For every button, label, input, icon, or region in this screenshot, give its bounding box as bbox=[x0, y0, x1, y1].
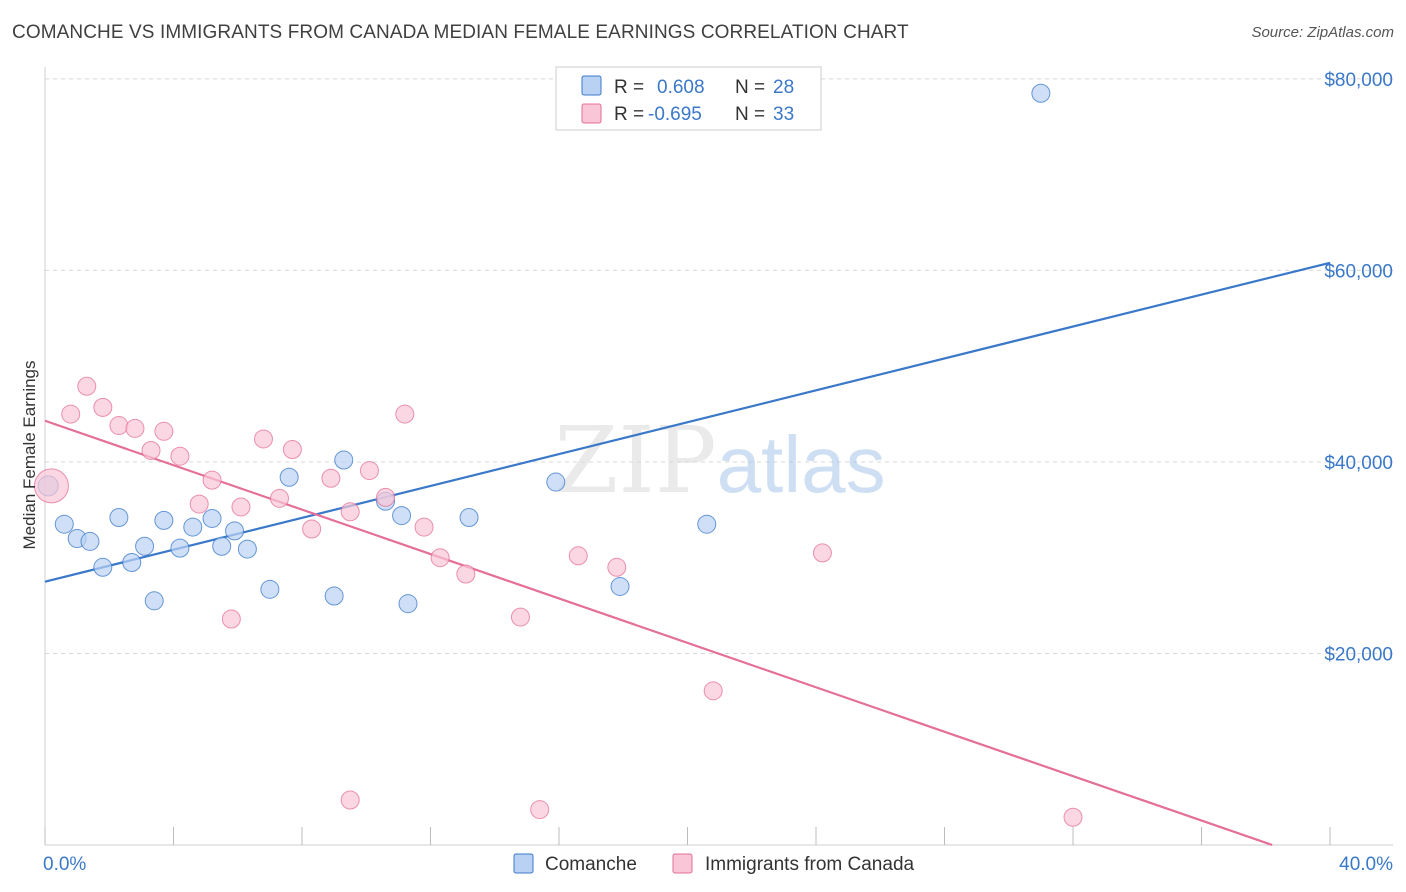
point-canada-17 bbox=[340, 502, 360, 522]
y-tick-label-0: $20,000 bbox=[1324, 644, 1393, 665]
legend-r-label-2: R = bbox=[614, 104, 644, 125]
point-canada-21 bbox=[395, 404, 415, 424]
data-points bbox=[33, 83, 1083, 827]
source-label: Source: ZipAtlas.com bbox=[1251, 24, 1394, 41]
point-canada-8 bbox=[170, 446, 190, 466]
point-comanche-12 bbox=[202, 508, 222, 528]
point-canada-6 bbox=[141, 440, 161, 460]
point-comanche-3 bbox=[80, 531, 100, 551]
legend-r-label: R = bbox=[614, 77, 644, 98]
trendline-canada bbox=[44, 419, 1273, 847]
y-tick-label-3: $80,000 bbox=[1324, 70, 1393, 91]
point-comanche-10 bbox=[170, 538, 190, 558]
point-comanche-24 bbox=[546, 472, 566, 492]
point-canada-1 bbox=[61, 404, 81, 424]
point-comanche-11 bbox=[183, 517, 203, 537]
point-comanche-15 bbox=[237, 539, 257, 559]
legend-n-comanche: 28 bbox=[773, 77, 794, 98]
point-comanche-17 bbox=[279, 467, 299, 487]
legend-swatch-comanche bbox=[581, 75, 602, 96]
point-comanche-6 bbox=[122, 553, 142, 573]
trendline-comanche bbox=[44, 261, 1331, 583]
trendlines bbox=[44, 261, 1331, 847]
point-comanche-27 bbox=[1031, 83, 1051, 103]
chart-title: COMANCHE VS IMMIGRANTS FROM CANADA MEDIA… bbox=[12, 22, 909, 43]
point-comanche-22 bbox=[398, 594, 418, 614]
point-canada-30 bbox=[340, 790, 360, 810]
point-comanche-21 bbox=[392, 506, 412, 526]
x-tick-label-min: 0.0% bbox=[43, 854, 86, 875]
legend-swatch-canada bbox=[581, 103, 602, 124]
point-canada-32 bbox=[1063, 807, 1083, 827]
legend-n-canada: 33 bbox=[773, 104, 794, 125]
point-canada-11 bbox=[231, 497, 251, 517]
point-canada-28 bbox=[703, 681, 723, 701]
point-comanche-14 bbox=[225, 521, 245, 541]
point-canada-5 bbox=[125, 418, 145, 438]
point-comanche-16 bbox=[260, 579, 280, 599]
legend-r-comanche: 0.608 bbox=[657, 77, 705, 98]
point-comanche-7 bbox=[135, 536, 155, 556]
point-canada-24 bbox=[456, 564, 476, 584]
point-canada-4 bbox=[109, 416, 129, 436]
point-comanche-13 bbox=[212, 536, 232, 556]
point-comanche-23 bbox=[459, 507, 479, 527]
point-canada-9 bbox=[189, 494, 209, 514]
legend-n-label-2: N = bbox=[735, 104, 765, 125]
legend-swatch-canada-bottom bbox=[672, 853, 693, 874]
point-canada-15 bbox=[302, 519, 322, 539]
point-canada-18 bbox=[359, 461, 379, 481]
watermark: ZIPatlas bbox=[554, 407, 885, 514]
point-canada-13 bbox=[270, 488, 290, 508]
legend-n-label: N = bbox=[735, 77, 765, 98]
point-canada-0 bbox=[33, 468, 69, 504]
point-canada-2 bbox=[77, 376, 97, 396]
y-axis-title: Median Female Earnings bbox=[20, 361, 39, 550]
point-comanche-1 bbox=[54, 514, 74, 534]
x-tick-label-max: 40.0% bbox=[1339, 854, 1393, 875]
y-tick-label-1: $40,000 bbox=[1324, 453, 1393, 474]
point-comanche-19 bbox=[324, 586, 344, 606]
series-legend: Comanche Immigrants from Canada bbox=[513, 853, 915, 875]
point-canada-10 bbox=[202, 470, 222, 490]
point-canada-27 bbox=[607, 557, 627, 577]
point-canada-14 bbox=[282, 440, 302, 460]
point-canada-22 bbox=[414, 517, 434, 537]
point-comanche-5 bbox=[109, 507, 129, 527]
point-canada-31 bbox=[530, 800, 550, 820]
point-comanche-26 bbox=[697, 514, 717, 534]
legend-label-comanche: Comanche bbox=[545, 854, 637, 875]
point-canada-26 bbox=[568, 546, 588, 566]
point-canada-25 bbox=[510, 607, 530, 627]
stats-legend: R = 0.608 N = 28 R = -0.695 N = 33 bbox=[555, 66, 822, 131]
y-tick-label-2: $60,000 bbox=[1324, 261, 1393, 282]
point-canada-3 bbox=[93, 397, 113, 417]
point-canada-7 bbox=[154, 421, 174, 441]
legend-r-canada: -0.695 bbox=[648, 104, 702, 125]
point-comanche-18 bbox=[334, 450, 354, 470]
gridlines bbox=[45, 78, 1393, 654]
legend-swatch-comanche-bottom bbox=[513, 853, 534, 874]
point-comanche-9 bbox=[154, 510, 174, 530]
point-canada-29 bbox=[812, 543, 832, 563]
point-canada-23 bbox=[430, 548, 450, 568]
point-canada-20 bbox=[376, 487, 396, 507]
point-canada-19 bbox=[221, 609, 241, 629]
point-comanche-8 bbox=[144, 591, 164, 611]
point-canada-12 bbox=[253, 429, 273, 449]
legend-label-canada: Immigrants from Canada bbox=[705, 854, 915, 875]
point-comanche-25 bbox=[610, 576, 630, 596]
tick-labels: $20,000 $40,000 $60,000 $80,000 0.0% 40.0% bbox=[43, 70, 1393, 875]
point-canada-16 bbox=[321, 468, 341, 488]
point-comanche-4 bbox=[93, 557, 113, 577]
axes bbox=[44, 67, 1393, 846]
